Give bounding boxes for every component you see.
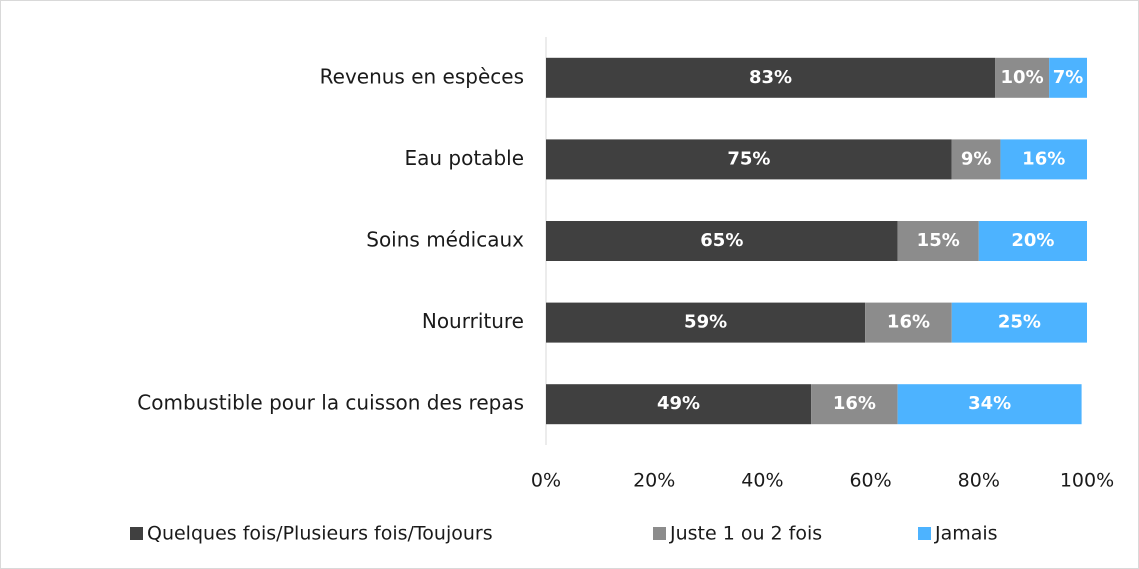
- y-tick-label: Eau potable: [404, 146, 524, 170]
- x-tick-label: 40%: [741, 470, 783, 492]
- data-label: 75%: [727, 148, 770, 169]
- data-label: 65%: [700, 230, 743, 251]
- x-tick-label: 0%: [531, 470, 561, 492]
- bar-segment: [897, 221, 979, 261]
- bar-segment: [951, 302, 1087, 343]
- bar-segment: [1000, 139, 1087, 180]
- bar-segment: [1049, 57, 1087, 98]
- legend-label: Quelques fois/Plusieurs fois/Toujours: [147, 523, 493, 545]
- data-label: 34%: [968, 393, 1011, 414]
- bar-segment: [546, 139, 952, 180]
- bar-segment: [978, 221, 1087, 261]
- legend-label: Jamais: [934, 523, 998, 545]
- x-tick-label: 100%: [1060, 470, 1114, 492]
- legend-swatch: [130, 527, 143, 540]
- x-tick-label: 80%: [958, 470, 1000, 492]
- data-label: 59%: [684, 312, 727, 333]
- data-label: 7%: [1053, 67, 1084, 88]
- legend-label: Juste 1 ou 2 fois: [669, 523, 822, 545]
- data-label: 15%: [917, 230, 960, 251]
- bar-segment: [897, 384, 1082, 425]
- data-label: 83%: [749, 67, 792, 88]
- bar-segment: [995, 57, 1050, 98]
- data-label: 10%: [1001, 67, 1044, 88]
- bar-segment: [546, 221, 898, 261]
- bar-segment: [951, 139, 1001, 180]
- y-tick-label: Revenus en espèces: [320, 64, 524, 88]
- data-label: 20%: [1011, 230, 1054, 251]
- bar-segment: [546, 384, 812, 425]
- bar-segment: [811, 384, 898, 425]
- data-label: 9%: [961, 148, 992, 169]
- bar-segment: [865, 302, 952, 343]
- data-label: 25%: [998, 312, 1041, 333]
- data-label: 16%: [833, 393, 876, 414]
- bar-segment: [546, 302, 866, 343]
- legend-swatch: [653, 527, 666, 540]
- bar-segment: [546, 57, 996, 98]
- x-tick-label: 20%: [633, 470, 675, 492]
- data-label: 49%: [657, 393, 700, 414]
- y-tick-label: Soins médicaux: [366, 228, 524, 252]
- y-tick-label: Nourriture: [422, 309, 524, 333]
- data-label: 16%: [887, 312, 930, 333]
- data-label: 16%: [1022, 148, 1065, 169]
- y-tick-label: Combustible pour la cuisson des repas: [137, 391, 524, 415]
- legend-swatch: [918, 527, 931, 540]
- x-tick-label: 60%: [849, 470, 891, 492]
